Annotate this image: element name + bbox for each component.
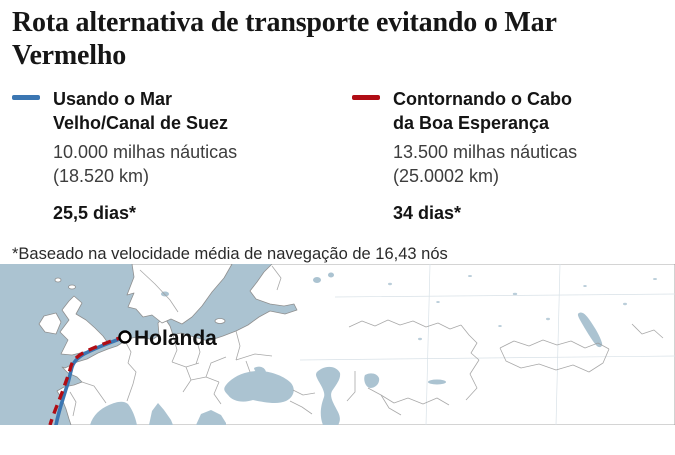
lake-onega [328, 272, 334, 278]
cape-route-swatch-icon [352, 95, 380, 100]
island-faroe [68, 284, 76, 290]
page-title: Rota alternativa de transporte evitando … [12, 7, 557, 71]
cape-route-duration: 34 dias* [393, 203, 462, 223]
suez-route-label: Usando o Mar Velho/Canal de Suez [53, 89, 229, 133]
aegean-sea [196, 410, 226, 425]
black-sea [224, 371, 294, 403]
route-map: Holanda [0, 264, 675, 425]
minor-lakes [388, 275, 657, 341]
island-gotland [214, 318, 226, 324]
country-borders [69, 265, 664, 417]
sea-of-azov [254, 366, 266, 374]
lake-baikal [577, 312, 603, 348]
footnote: *Baseado na velocidade média de navegaçã… [12, 245, 448, 263]
legend-item-cape: Contornando o Cabo da Boa Esperança 13.5… [352, 87, 577, 224]
cape-route-line [48, 334, 126, 425]
lake-balkhash [428, 379, 446, 385]
legend-item-suez: Usando o Mar Velho/Canal de Suez 10.000 … [12, 87, 352, 224]
island-shetland [54, 277, 62, 283]
suez-route-distance: 10.000 milhas náuticas (18.520 km) [53, 142, 238, 186]
mediterranean-west [90, 401, 137, 425]
europe-map: Holanda [0, 264, 675, 425]
caspian-sea [316, 366, 341, 425]
suez-route-swatch-icon [12, 95, 40, 100]
adriatic-sea [149, 403, 173, 425]
lake-ladoga [313, 277, 321, 283]
infographic: Rota alternativa de transporte evitando … [0, 6, 675, 455]
suez-route-duration: 25,5 dias* [53, 203, 137, 223]
landmass-eurasia [56, 264, 675, 425]
landmass-ireland [38, 312, 62, 335]
legend: Usando o Mar Velho/Canal de Suez 10.000 … [12, 87, 675, 224]
holanda-marker-label: Holanda [134, 327, 217, 350]
inland-seas [90, 272, 657, 425]
cape-route-distance: 13.500 milhas náuticas (25.0002 km) [393, 142, 578, 186]
holanda-marker-icon [118, 330, 132, 344]
aral-sea [364, 373, 380, 388]
cape-route-label: Contornando o Cabo da Boa Esperança [393, 89, 572, 133]
landmass-scandinavia [126, 264, 233, 325]
